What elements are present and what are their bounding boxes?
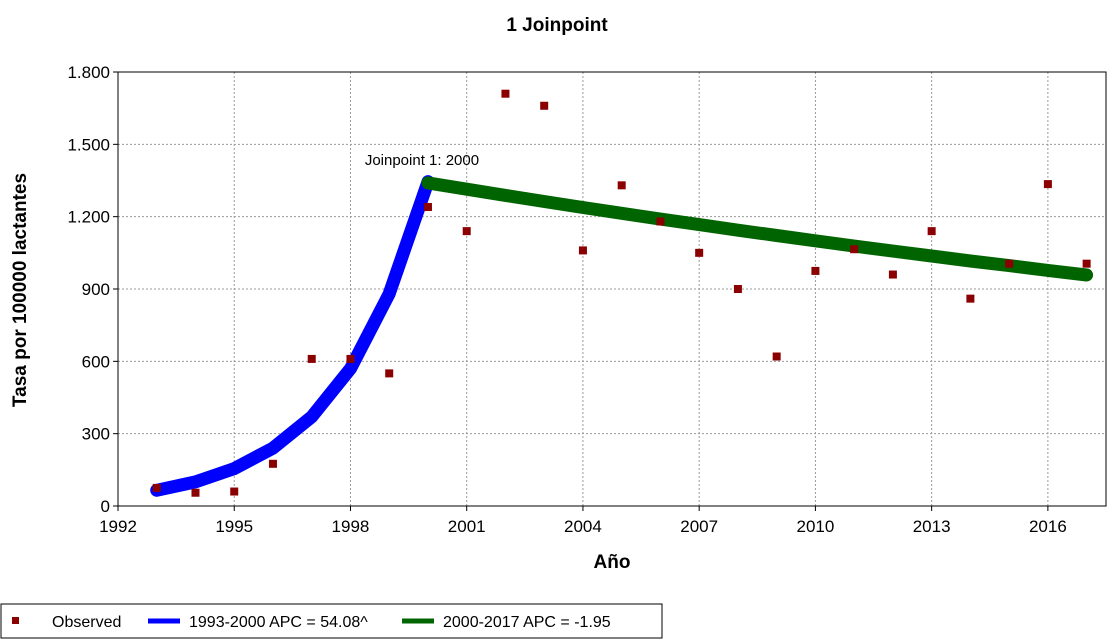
x-tick-label: 2010 [796, 517, 834, 536]
chart-title: 1 Joinpoint [506, 15, 608, 36]
y-tick-label: 1.500 [67, 135, 110, 154]
x-tick-label: 1995 [215, 517, 253, 536]
y-axis-ticks: 0 300 600 900 1.200 1.500 1.800 [67, 63, 118, 516]
observed-point [772, 352, 781, 361]
observed-point [152, 483, 161, 492]
y-tick-label: 600 [82, 352, 110, 371]
joinpoint-annotation: Joinpoint 1: 2000 [365, 152, 479, 169]
annotation-layer: Joinpoint 1: 2000 [365, 152, 479, 169]
observed-point [462, 227, 471, 236]
y-tick-label: 1.200 [67, 208, 110, 227]
legend-box [0, 603, 663, 639]
x-axis-label: Año [594, 552, 631, 573]
observed-point [656, 217, 665, 226]
y-tick-label: 900 [82, 280, 110, 299]
observed-point [695, 248, 704, 257]
x-tick-label: 2007 [680, 517, 718, 536]
legend: Observed 1993-2000 APC = 54.08^ 2000-2017 … [0, 603, 663, 639]
legend-entry-label: 1993-2000 APC = 54.08^ [189, 614, 368, 631]
observed-point [733, 285, 742, 293]
x-tick-label: 2016 [1029, 517, 1067, 536]
observed-point [230, 487, 239, 496]
observed-point [307, 354, 316, 363]
observed-point [888, 270, 897, 279]
observed-point [1043, 180, 1052, 189]
observed-point [268, 459, 277, 468]
x-axis-ticks: 1992 1995 1998 2001 2004 2007 2010 2013 2016 [99, 506, 1067, 536]
observed-point [811, 266, 820, 275]
fit-line-segment [421, 176, 1094, 282]
y-tick-label: 1.800 [67, 63, 110, 82]
x-tick-label: 1992 [99, 517, 137, 536]
observed-point [385, 369, 394, 378]
legend-entry-label: 2000-2017 APC = -1.95 [443, 614, 611, 631]
observed-point [540, 101, 549, 110]
x-tick-label: 1998 [332, 517, 370, 536]
x-tick-label: 2001 [448, 517, 486, 536]
observed-point [346, 354, 355, 363]
observed-point [617, 181, 626, 190]
grid-lines [118, 72, 1106, 506]
x-tick-label: 2013 [913, 517, 951, 536]
observed-point [423, 203, 432, 212]
y-axis-label: Tasa por 100000 lactantes [10, 173, 31, 407]
observed-point [578, 246, 587, 255]
fit-line-segment [150, 175, 435, 497]
observed-point [850, 245, 859, 254]
observed-point [927, 227, 936, 236]
y-tick-label: 0 [101, 497, 110, 516]
y-tick-label: 300 [82, 425, 110, 444]
observed-point [1005, 259, 1014, 268]
observed-point [501, 89, 510, 98]
legend-observed-marker [12, 617, 19, 624]
observed-point [1082, 259, 1091, 268]
observed-point [966, 294, 975, 303]
legend-entry-label: Observed [52, 614, 121, 631]
observed-point [191, 488, 200, 497]
series-layer [150, 89, 1094, 497]
x-tick-label: 2004 [564, 517, 602, 536]
